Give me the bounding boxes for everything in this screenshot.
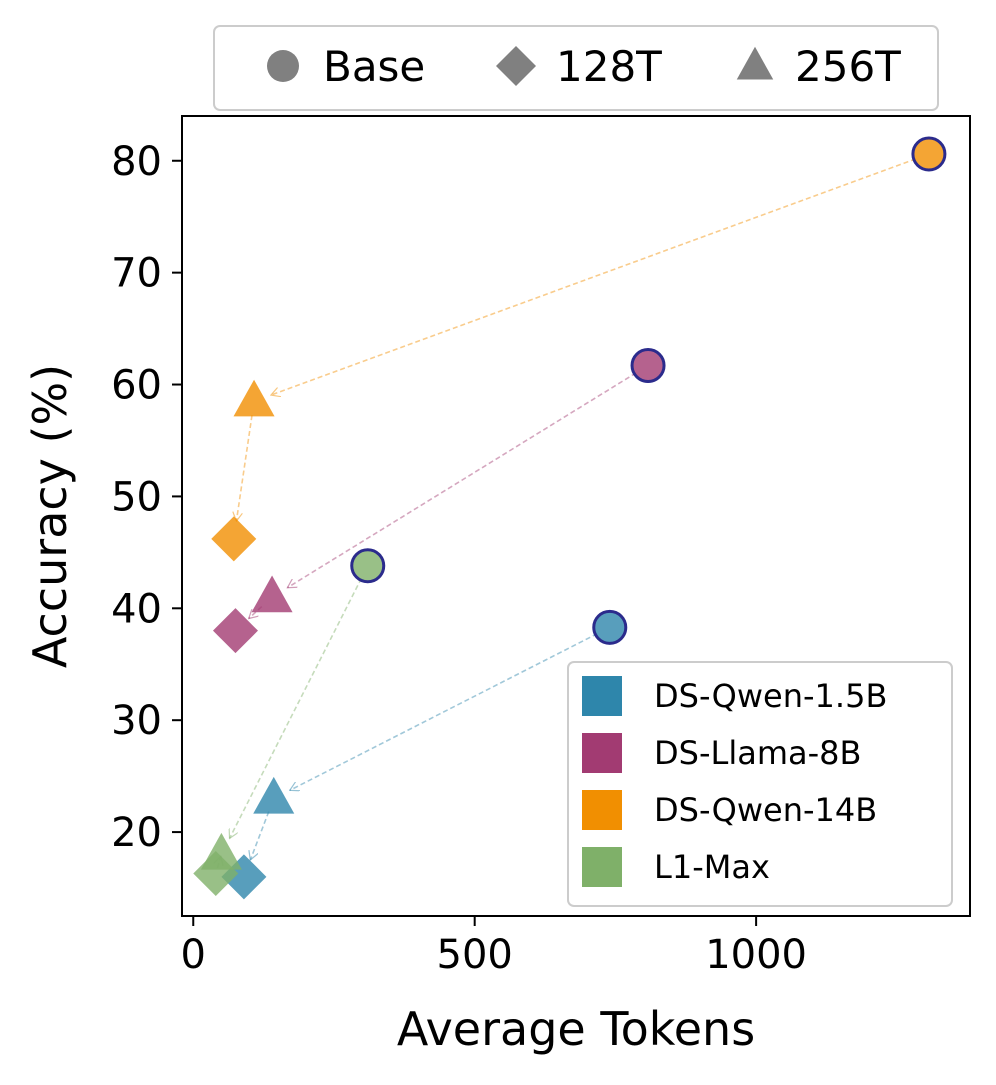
- series-legend-swatch: [582, 733, 622, 773]
- series-legend-label: DS-Qwen-1.5B: [654, 677, 887, 715]
- connector-arrow: [250, 811, 270, 860]
- marker-legend-label: Base: [323, 42, 425, 91]
- y-tick-label: 30: [111, 698, 162, 744]
- connector-arrow: [271, 158, 917, 395]
- point-ds-llama-8b-base: [630, 348, 666, 384]
- x-axis-title: Average Tokens: [397, 1002, 755, 1056]
- point-l1-max-128t: [193, 850, 239, 896]
- arrows-layer: [217, 158, 917, 869]
- point-ds-qwen-14b-256t: [233, 379, 275, 417]
- x-tick-label: 500: [437, 932, 513, 978]
- series-legend-label: L1-Max: [654, 848, 770, 886]
- point-ds-qwen-14b-128t: [211, 516, 257, 562]
- series-legend: DS-Qwen-1.5B DS-Llama-8B DS-Qwen-14B L1-Max: [567, 661, 953, 907]
- y-axis-title: Accuracy (%): [23, 364, 77, 668]
- series-legend-swatch: [582, 676, 622, 716]
- y-tick-label: 20: [111, 810, 162, 856]
- point-ds-qwen-1-5b-256t: [253, 776, 295, 814]
- x-tick-label: 1000: [705, 932, 807, 978]
- y-tick-label: 50: [111, 474, 162, 520]
- y-tick-label: 40: [111, 586, 162, 632]
- plot-frame: [181, 115, 971, 917]
- connector-arrow: [287, 372, 637, 589]
- points-layer: [193, 136, 947, 900]
- series-legend-box: [567, 661, 953, 907]
- marker-legend-triangle-icon: [736, 46, 774, 80]
- connector-arrow: [290, 632, 598, 791]
- series-legend-swatch: [582, 847, 622, 887]
- y-tick-label: 80: [111, 139, 162, 185]
- marker-legend: Base 128T 256T: [213, 25, 939, 111]
- point-ds-qwen-1-5b-base: [592, 609, 628, 645]
- marker-legend-circle-icon: [267, 50, 299, 82]
- series-legend-swatch: [582, 790, 622, 830]
- series-legend-label: DS-Qwen-14B: [654, 791, 877, 829]
- marker-legend-diamond-icon: [496, 46, 536, 86]
- x-tick-label: 0: [181, 932, 206, 978]
- marker-legend-box: [213, 25, 939, 111]
- connector-arrow: [236, 415, 253, 521]
- marker-legend-label: 128T: [556, 42, 662, 91]
- point-ds-llama-8b-128t: [212, 608, 258, 654]
- series-legend-label: DS-Llama-8B: [654, 734, 861, 772]
- y-tick-label: 70: [111, 251, 162, 297]
- point-ds-qwen-14b-base: [911, 136, 947, 172]
- y-tick-label: 60: [111, 363, 162, 409]
- marker-legend-label: 256T: [795, 42, 901, 91]
- point-ds-llama-8b-256t: [251, 575, 293, 613]
- ticks-layer: 0 500 1000 20 30 40 50 60 70 80: [111, 139, 807, 978]
- point-l1-max-base: [350, 548, 386, 584]
- connector-arrow: [230, 577, 363, 838]
